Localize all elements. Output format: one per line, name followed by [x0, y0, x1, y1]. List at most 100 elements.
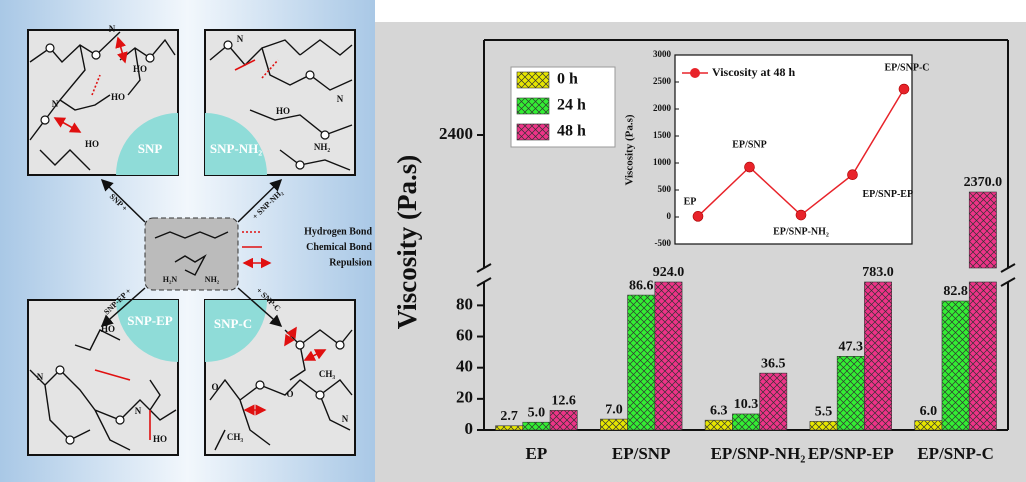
inset-y-tick-label: 2500: [653, 76, 672, 86]
atom-label: CH₃: [227, 432, 244, 442]
atom-label: NH₂: [314, 142, 331, 152]
bar: [655, 282, 682, 430]
value-label: 6.0: [920, 404, 938, 419]
schematic-legend-label: Repulsion: [329, 257, 372, 268]
x-tick-label: EP/SNP-NH₂: [711, 444, 806, 463]
data-point: [848, 170, 858, 180]
schematic-legend-label: Hydrogen Bond: [304, 226, 372, 237]
atom-label: HO: [133, 64, 147, 74]
bar: [600, 419, 627, 430]
value-label: 7.0: [605, 402, 623, 417]
bar: [969, 192, 996, 268]
inset-y-tick-label: 500: [658, 184, 672, 194]
legend-label: 24 h: [557, 97, 586, 114]
inset-y-tick-label: -500: [655, 238, 672, 248]
value-label: 5.0: [528, 405, 546, 420]
y-tick-label: 80: [456, 294, 473, 313]
point-label: EP/SNP-NH₂: [773, 226, 829, 237]
bar: [969, 282, 996, 430]
bar: [760, 373, 787, 430]
panel-title: SNP: [138, 141, 163, 156]
inset-y-tick-label: 1500: [653, 130, 672, 140]
legend-label: 0 h: [557, 71, 578, 88]
data-point: [745, 162, 755, 172]
data-point: [899, 84, 909, 94]
value-label: 82.8: [943, 284, 968, 299]
atom-label: N: [135, 406, 142, 416]
point-label: EP: [684, 197, 697, 208]
atom-label: NH₂: [205, 275, 220, 284]
atom-label: O: [286, 389, 293, 399]
inset-frame: [675, 55, 912, 244]
legend-swatch: [517, 124, 549, 140]
panel-title: SNP-EP: [127, 313, 173, 328]
value-label: 47.3: [839, 340, 864, 355]
x-tick-label: EP/SNP: [612, 444, 671, 463]
data-point: [693, 211, 703, 221]
y-tick-label: 20: [456, 388, 473, 407]
inset-y-tick-label: 2000: [653, 103, 672, 113]
atom-label: N: [37, 372, 44, 382]
atom-label: HO: [153, 434, 167, 444]
bar: [628, 295, 655, 430]
bar: [705, 420, 732, 430]
bar: [864, 282, 891, 430]
legend-marker: [690, 68, 700, 78]
atom-label: N: [337, 94, 344, 104]
bar: [732, 414, 759, 430]
value-label: 924.0: [653, 265, 685, 280]
bar: [837, 356, 864, 430]
point-label: EP/SNP: [732, 139, 766, 150]
value-label: 12.6: [551, 394, 576, 409]
monomer-box: [145, 218, 238, 290]
value-label: 6.3: [710, 403, 728, 418]
atom-label: N: [342, 414, 349, 424]
bar: [942, 301, 969, 430]
point-label: EP/SNP-C: [885, 62, 930, 73]
value-label: 10.3: [734, 397, 759, 412]
inset-y-axis-title: Viscosity (Pa.s): [624, 114, 636, 185]
x-tick-label: EP: [526, 444, 548, 463]
atom-label: CH₃: [319, 369, 336, 379]
atom-label: N: [237, 34, 244, 44]
y-tick-label: 2400: [439, 124, 473, 143]
y-tick-label: 40: [456, 357, 473, 376]
value-label: 2.7: [500, 409, 518, 424]
legend-label: Viscosity at 48 h: [712, 65, 796, 79]
bar: [523, 422, 550, 430]
figure: SNP HO HO HO N N SNP-NH₂ N N HO NH₂ SNP-EP HO HO N N SNP…: [0, 0, 1026, 482]
atom-label: N: [52, 99, 59, 109]
atom-label: HO: [85, 139, 99, 149]
panel-title: SNP-C: [214, 316, 252, 331]
atom-label: O: [211, 382, 218, 392]
bar: [496, 426, 523, 430]
legend-swatch: [517, 98, 549, 114]
bar: [915, 421, 942, 430]
value-label: 5.5: [815, 405, 833, 420]
panel-title: SNP-NH₂: [210, 141, 262, 156]
schematic-legend-label: Chemical Bond: [306, 242, 372, 253]
bar: [810, 421, 837, 430]
value-label: 36.5: [761, 356, 786, 371]
x-tick-label: EP/SNP-C: [917, 444, 994, 463]
atom-label: HO: [101, 324, 115, 334]
inset-y-tick-label: 0: [667, 211, 672, 221]
y-tick-label: 0: [465, 419, 474, 438]
inset-y-tick-label: 3000: [653, 49, 672, 59]
point-label: EP/SNP-EP: [863, 189, 914, 200]
atom-label: H₂N: [163, 275, 178, 284]
y-tick-label: 60: [456, 325, 473, 344]
atom-label: HO: [276, 106, 290, 116]
atom-label: HO: [111, 92, 125, 102]
value-label: 86.6: [629, 278, 654, 293]
legend-swatch: [517, 72, 549, 88]
value-label: 2370.0: [964, 175, 1003, 190]
value-label: 783.0: [862, 265, 894, 280]
bar: [550, 410, 577, 430]
y-axis-title: Viscosity (Pa.s): [392, 155, 422, 329]
legend-label: 48 h: [557, 123, 586, 140]
x-tick-label: EP/SNP-EP: [808, 444, 894, 463]
atom-label: N: [109, 24, 116, 34]
inset-y-tick-label: 1000: [653, 157, 672, 167]
data-point: [796, 210, 806, 220]
